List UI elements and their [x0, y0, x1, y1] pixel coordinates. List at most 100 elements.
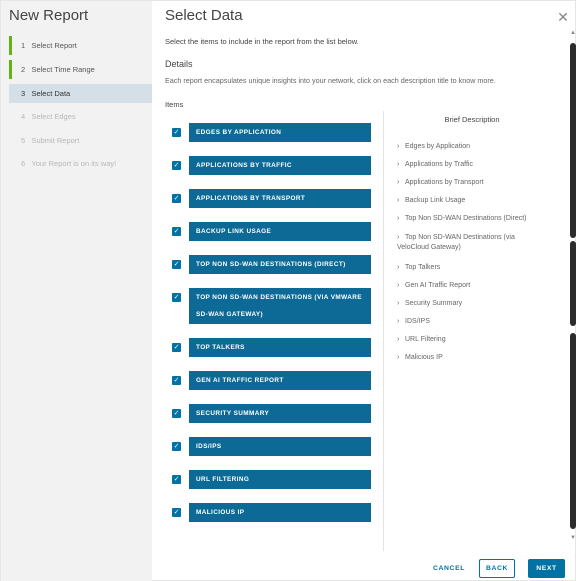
item-button-edges-by-application[interactable]: EDGES BY APPLICATION: [189, 123, 371, 142]
chevron-right-icon: ›: [397, 264, 400, 271]
item-button-ids-ips[interactable]: IDS/IPS: [189, 437, 371, 456]
desc-label: Backup Link Usage: [405, 197, 466, 204]
checkbox-gen-ai-traffic-report[interactable]: ✓: [172, 376, 181, 385]
desc-top-non-sdwan-direct[interactable]: › Top Non SD-WAN Destinations (Direct): [397, 215, 557, 222]
step-report-on-its-way: 6 Your Report is on its way!: [9, 154, 152, 173]
item-button-url-filtering[interactable]: URL FILTERING: [189, 470, 371, 489]
checkbox-top-non-sdwan-gateway[interactable]: ✓: [172, 293, 181, 302]
desc-label: Malicious IP: [405, 354, 443, 361]
brief-description-heading: Brief Description: [444, 115, 500, 124]
cancel-button[interactable]: CANCEL: [433, 565, 465, 572]
checkbox-backup-link-usage[interactable]: ✓: [172, 227, 181, 236]
chevron-right-icon: ›: [397, 282, 400, 289]
item-button-backup-link-usage[interactable]: BACKUP LINK USAGE: [189, 222, 371, 241]
step-select-report[interactable]: 1 Select Report: [9, 36, 152, 55]
checkmark-icon: ✓: [173, 476, 180, 483]
page-title: Select Data: [165, 7, 243, 24]
desc-security-summary[interactable]: › Security Summary: [397, 300, 557, 307]
step-submit-report: 5 Submit Report: [9, 131, 152, 150]
checkmark-icon: ✓: [173, 195, 180, 202]
step-label: Select Report: [31, 41, 77, 50]
chevron-right-icon: ›: [397, 234, 400, 241]
checkmark-icon: ✓: [173, 410, 180, 417]
checkbox-url-filtering[interactable]: ✓: [172, 475, 181, 484]
step-select-time-range[interactable]: 2 Select Time Range: [9, 60, 152, 79]
checkmark-icon: ✓: [173, 129, 180, 136]
item-button-applications-by-transport[interactable]: APPLICATIONS BY TRANSPORT: [189, 189, 371, 208]
details-heading: Details: [165, 59, 193, 69]
desc-label: Security Summary: [405, 300, 463, 307]
desc-top-non-sdwan-gateway[interactable]: › Top Non SD-WAN Destinations (via VeloCl…: [397, 233, 527, 253]
chevron-right-icon: ›: [397, 354, 400, 361]
step-number: 3: [21, 89, 26, 98]
item-button-security-summary[interactable]: SECURITY SUMMARY: [189, 404, 371, 423]
item-button-top-non-sdwan-gateway[interactable]: TOP NON SD-WAN DESTINATIONS (VIA VMWARE …: [189, 288, 371, 324]
checkbox-malicious-ip[interactable]: ✓: [172, 508, 181, 517]
scrollbar-thumb[interactable]: [570, 241, 576, 326]
checkmark-icon: ✓: [173, 162, 180, 169]
step-number: 5: [21, 136, 26, 145]
chevron-right-icon: ›: [397, 318, 400, 325]
chevron-right-icon: ›: [397, 179, 400, 186]
desc-label: Applications by Transport: [405, 179, 484, 186]
checkbox-edges-by-application[interactable]: ✓: [172, 128, 181, 137]
desc-edges-by-application[interactable]: › Edges by Application: [397, 143, 557, 150]
desc-label: Top Talkers: [405, 264, 441, 271]
back-button[interactable]: BACK: [479, 559, 515, 578]
items-heading: Items: [165, 100, 184, 109]
chevron-right-icon: ›: [397, 336, 400, 343]
next-button[interactable]: NEXT: [528, 559, 565, 578]
desc-url-filtering[interactable]: › URL Filtering: [397, 336, 557, 343]
chevron-right-icon: ›: [397, 161, 400, 168]
desc-label: Applications by Traffic: [405, 161, 473, 168]
desc-malicious-ip[interactable]: › Malicious IP: [397, 354, 557, 361]
desc-applications-by-transport[interactable]: › Applications by Transport: [397, 179, 557, 186]
item-button-applications-by-traffic[interactable]: APPLICATIONS BY TRAFFIC: [189, 156, 371, 175]
checkmark-icon: ✓: [173, 294, 180, 301]
step-number: 1: [21, 41, 26, 50]
checkbox-top-talkers[interactable]: ✓: [172, 343, 181, 352]
step-label: Select Edges: [31, 112, 76, 121]
step-label: Select Time Range: [31, 65, 95, 74]
desc-applications-by-traffic[interactable]: › Applications by Traffic: [397, 161, 557, 168]
desc-ids-ips[interactable]: › IDS/IPS: [397, 318, 557, 325]
checkbox-applications-by-traffic[interactable]: ✓: [172, 161, 181, 170]
wizard-footer: CANCEL BACK NEXT: [152, 554, 576, 581]
desc-top-talkers[interactable]: › Top Talkers: [397, 264, 557, 271]
chevron-right-icon: ›: [397, 143, 400, 150]
step-select-edges: 4 Select Edges: [9, 107, 152, 126]
step-number: 4: [21, 112, 26, 121]
desc-label: Gen AI Traffic Report: [405, 282, 471, 289]
step-select-data[interactable]: 3 Select Data: [9, 84, 152, 103]
chevron-right-icon: ›: [397, 215, 400, 222]
item-button-gen-ai-traffic-report[interactable]: GEN AI TRAFFIC REPORT: [189, 371, 371, 390]
scroll-up-icon[interactable]: ▲: [570, 30, 576, 36]
scrollbar-thumb[interactable]: [570, 333, 576, 529]
desc-label: Top Non SD-WAN Destinations (via VeloClo…: [397, 234, 515, 251]
column-divider: [383, 111, 384, 551]
item-button-top-non-sdwan-direct[interactable]: TOP NON SD-WAN DESTINATIONS (DIRECT): [189, 255, 371, 274]
item-button-malicious-ip[interactable]: MALICIOUS IP: [189, 503, 371, 522]
checkbox-top-non-sdwan-direct[interactable]: ✓: [172, 260, 181, 269]
intro-text: Select the items to include in the repor…: [165, 37, 359, 46]
step-label: Submit Report: [31, 136, 80, 145]
wizard-title: New Report: [9, 7, 89, 24]
scrollbar-thumb[interactable]: [570, 43, 576, 238]
scroll-down-icon[interactable]: ▼: [570, 535, 576, 541]
checkmark-icon: ✓: [173, 344, 180, 351]
wizard-steps-pane: New Report 1 Select Report 2 Select Time…: [1, 1, 152, 581]
desc-backup-link-usage[interactable]: › Backup Link Usage: [397, 197, 557, 204]
checkbox-security-summary[interactable]: ✓: [172, 409, 181, 418]
checkmark-icon: ✓: [173, 228, 180, 235]
details-text: Each report encapsulates unique insights…: [165, 76, 496, 85]
checkbox-applications-by-transport[interactable]: ✓: [172, 194, 181, 203]
close-icon[interactable]: ✕: [557, 9, 569, 25]
scrollbar[interactable]: ▲ ▼: [570, 29, 576, 545]
chevron-right-icon: ›: [397, 300, 400, 307]
checkmark-icon: ✓: [173, 377, 180, 384]
checkbox-ids-ips[interactable]: ✓: [172, 442, 181, 451]
desc-gen-ai-traffic-report[interactable]: › Gen AI Traffic Report: [397, 282, 557, 289]
desc-label: Top Non SD-WAN Destinations (Direct): [405, 215, 527, 222]
item-button-top-talkers[interactable]: TOP TALKERS: [189, 338, 371, 357]
